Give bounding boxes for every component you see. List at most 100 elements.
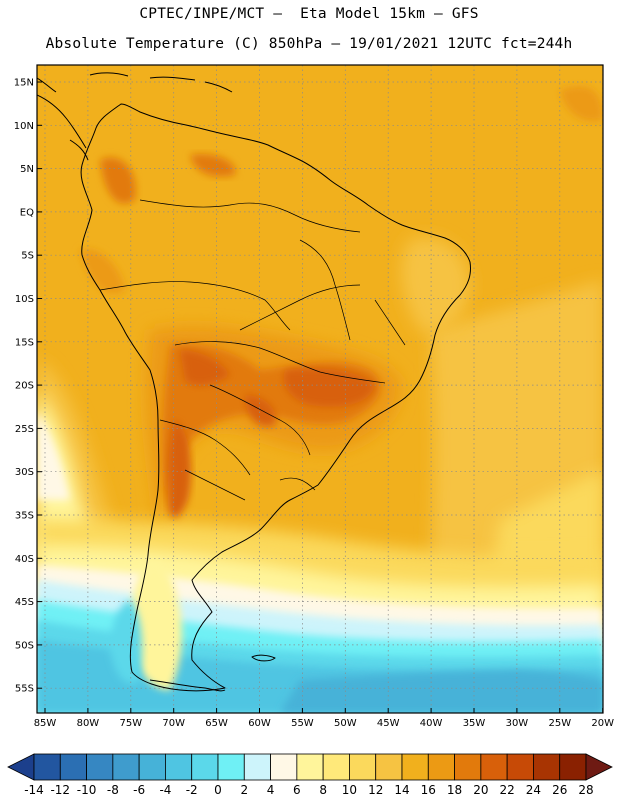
colorbar-label: -8	[107, 783, 119, 797]
lat-label: 20S	[15, 381, 34, 392]
colorbar-label: 26	[552, 783, 567, 797]
lat-label: 45S	[15, 597, 34, 608]
south-america-coast	[80, 103, 471, 692]
lat-label: 35S	[15, 511, 34, 522]
field-southern-andes-cold	[110, 600, 142, 684]
field-warm-peru	[80, 249, 125, 294]
lon-label: 20W	[591, 718, 614, 729]
map-frame	[36, 64, 604, 714]
lon-label: 70W	[162, 718, 185, 729]
colorbar-label: 6	[293, 783, 301, 797]
field-patagonia	[129, 560, 182, 690]
colorbar-swatch	[59, 753, 87, 781]
field-pacific-cooler	[37, 410, 70, 500]
chart-title-line2: Absolute Temperature (C) 850hPa — 19/01/…	[45, 36, 573, 52]
lon-label: 65W	[205, 718, 228, 729]
colorbar-label: 20	[473, 783, 488, 797]
colorbar-label: 2	[240, 783, 248, 797]
lon-label: 60W	[248, 718, 271, 729]
lat-label: 15S	[15, 337, 34, 348]
field-warm-ne-atlantic	[560, 86, 603, 122]
colorbar-high-arrow	[585, 753, 613, 781]
colorbar-swatch	[375, 753, 403, 781]
colorbar-label: 18	[447, 783, 462, 797]
colorbar-label: 8	[319, 783, 327, 797]
lat-label: 10S	[15, 294, 34, 305]
colorbar-swatch	[401, 753, 429, 781]
country-borders	[99, 199, 406, 501]
colorbar-swatch	[349, 753, 377, 781]
chart-title-line1: CPTEC/INPE/MCT — Eta Model 15km — GFS	[139, 6, 479, 22]
colorbar-swatch	[270, 753, 298, 781]
lon-label: 35W	[463, 718, 486, 729]
lon-label: 55W	[291, 718, 314, 729]
colorbar-label: 4	[267, 783, 275, 797]
longitude-axis: 85W 80W 75W 70W 65W 60W 55W 50W 45W 40W 35W 30W 25W 2…	[34, 708, 614, 729]
field-hot-brazil	[283, 368, 375, 407]
lat-label: 25S	[15, 424, 34, 435]
colorbar-swatch	[296, 753, 324, 781]
colorbar-swatch	[533, 753, 561, 781]
colorbar-swatch	[506, 753, 534, 781]
colorbar-low-arrow	[7, 753, 35, 781]
lat-label: 30S	[15, 467, 34, 478]
colorbar-label: -6	[133, 783, 145, 797]
lat-label: 50S	[15, 640, 34, 651]
field-band-m4	[280, 670, 603, 713]
lon-label: 75W	[119, 718, 142, 729]
lat-label: 5N	[20, 164, 34, 175]
lat-label: 15N	[14, 78, 34, 89]
lat-label: 5S	[21, 251, 34, 262]
colorbar-swatch	[138, 753, 166, 781]
lon-label: 45W	[377, 718, 400, 729]
temperature-field	[37, 65, 603, 713]
colorbar-swatch	[112, 753, 140, 781]
colorbar-swatch	[322, 753, 350, 781]
lon-label: 25W	[548, 718, 571, 729]
lat-label: 40S	[15, 554, 34, 565]
colorbar-label: -4	[159, 783, 171, 797]
colorbar-swatch	[165, 753, 193, 781]
colorbar-swatch	[33, 753, 61, 781]
colorbar-label: 14	[394, 783, 409, 797]
field-hot-bolivia	[180, 350, 230, 386]
colorbar-label: -2	[186, 783, 198, 797]
field-ne-brazil	[401, 237, 470, 333]
central-america	[37, 77, 89, 161]
lon-label: 80W	[77, 718, 100, 729]
field-hot-paraguay	[245, 395, 276, 427]
colorbar-swatch	[427, 753, 455, 781]
colorbar-label: -14	[24, 783, 44, 797]
lat-label: 10N	[14, 121, 34, 132]
colorbar: -14 -12 -10 -8 -6 -4 -2 0 2 4 6 8 10 12 14 16 18 20 22 24 26…	[7, 753, 613, 797]
lon-label: 40W	[420, 718, 443, 729]
colorbar-swatch	[559, 753, 587, 781]
lat-label: 55S	[15, 684, 34, 695]
colorbar-swatch	[454, 753, 482, 781]
falklands	[251, 654, 276, 662]
colorbar-label: 0	[214, 783, 222, 797]
lon-label: 50W	[334, 718, 357, 729]
lon-label: 85W	[34, 718, 57, 729]
colorbar-label: -10	[77, 783, 97, 797]
lon-label: 30W	[506, 718, 529, 729]
colorbar-swatch	[243, 753, 271, 781]
colorbar-swatch	[480, 753, 508, 781]
coastlines	[37, 72, 471, 692]
field-hot-colombia	[100, 157, 136, 204]
colorbar-swatch	[191, 753, 219, 781]
field-hot-venezuela	[190, 154, 236, 177]
colorbar-label: 10	[342, 783, 357, 797]
colorbar-label: 24	[526, 783, 541, 797]
colorbar-label: 28	[578, 783, 593, 797]
tierra-del-fuego	[149, 679, 226, 692]
latitude-axis: 15N 10N 5N EQ 5S 10S 15S 20S 25S 30S 35S 40S 45S 50S 5…	[14, 78, 42, 695]
colorbar-swatch	[86, 753, 114, 781]
colorbar-swatch	[217, 753, 245, 781]
lat-label: EQ	[20, 207, 34, 218]
colorbar-label: 22	[500, 783, 515, 797]
colorbar-label: -12	[50, 783, 70, 797]
caribbean-islands	[89, 72, 233, 93]
colorbar-label: 16	[421, 783, 436, 797]
